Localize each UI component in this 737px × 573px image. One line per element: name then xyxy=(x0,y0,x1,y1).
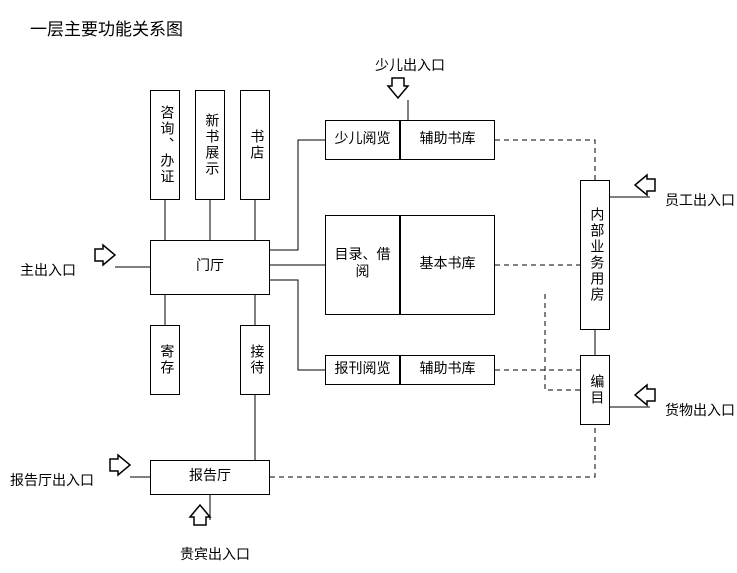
diagram-stage: 一层主要功能关系图 咨询、办证 新书展示 书店 门厅 寄存 接待 报告厅 少儿阅… xyxy=(0,0,737,573)
arrow-main-icon xyxy=(95,245,115,265)
label-vip-entry: 贵宾出入口 xyxy=(180,544,250,564)
node-newbook: 新书展示 xyxy=(195,90,225,200)
node-lobby: 门厅 xyxy=(150,240,270,295)
diagram-title: 一层主要功能关系图 xyxy=(30,15,183,40)
node-aux2: 辅助书库 xyxy=(400,355,495,385)
label-main-entry: 主出入口 xyxy=(20,260,76,280)
arrow-staff-icon xyxy=(635,175,655,195)
node-journal: 报刊阅览 xyxy=(325,355,400,385)
label-report-entry: 报告厅出入口 xyxy=(10,470,94,490)
node-catalog: 目录、借阅 xyxy=(325,215,400,315)
arrow-child-icon xyxy=(388,78,408,98)
node-report: 报告厅 xyxy=(150,460,270,495)
arrow-report-icon xyxy=(110,455,130,475)
node-internal: 内部业务用房 xyxy=(580,180,610,330)
node-aux1: 辅助书库 xyxy=(400,120,495,160)
node-basic: 基本书库 xyxy=(400,215,495,315)
node-deposit: 寄存 xyxy=(150,325,180,395)
edge-dashed xyxy=(270,425,595,477)
arrow-vip-icon xyxy=(190,505,210,525)
node-bookstore: 书店 xyxy=(240,90,270,200)
label-staff-entry: 员工出入口 xyxy=(665,190,735,210)
edge-solid xyxy=(270,140,325,250)
edge-dashed xyxy=(495,140,595,180)
arrow-goods-icon xyxy=(635,385,655,405)
node-child: 少儿阅览 xyxy=(325,120,400,160)
label-child-entry: 少儿出入口 xyxy=(375,55,445,75)
node-catalog2: 编目 xyxy=(580,355,610,425)
node-consult: 咨询、办证 xyxy=(150,90,180,200)
edge-dashed xyxy=(545,290,580,390)
label-goods-entry: 货物出入口 xyxy=(665,400,735,420)
node-reception: 接待 xyxy=(240,325,270,395)
edge-solid xyxy=(270,280,325,370)
